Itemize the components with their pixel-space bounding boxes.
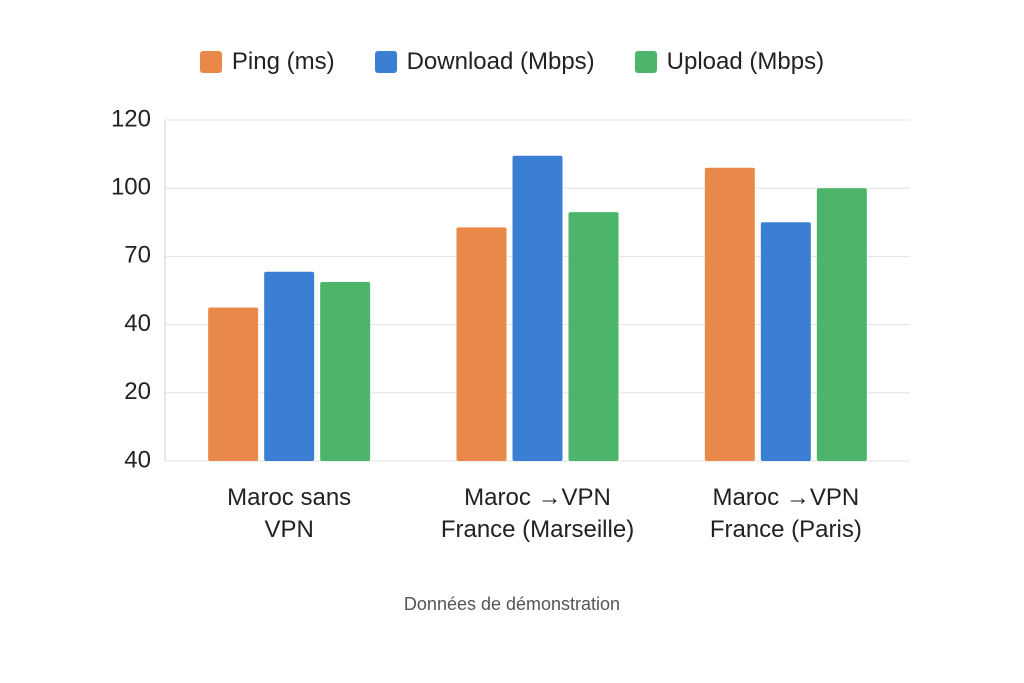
x-tick-label: Maroc →VPN France (Paris) [709,484,862,543]
x-tick-label: Maroc →VPN France (Marseille) [440,484,635,543]
bar [760,222,811,461]
y-tick-label: 20 [124,378,151,405]
bar [704,167,755,462]
legend-item: Upload (Mbps) [634,48,825,76]
x-tick-label: Maroc sans VPN [227,484,352,543]
legend-label: Ping (ms) [231,48,335,75]
bar [264,271,315,461]
bar [456,227,507,461]
y-tick-label: 70 [124,242,151,269]
bar [568,212,619,461]
y-tick-label: 100 [111,174,151,201]
legend: Ping (ms) Download (Mbps) Upload (Mbps) [0,48,1024,76]
legend-label: Upload (Mbps) [666,48,825,75]
y-tick-label: 120 [111,105,151,132]
y-tick-label: 40 [124,446,151,473]
y-tick-label: 40 [124,310,151,337]
annotation: Données de démonstration [403,594,621,614]
legend-swatch [199,51,222,73]
bar [512,155,563,461]
bar [208,307,259,461]
legend-item: Ping (ms) [199,48,335,76]
legend-label: Download (Mbps) [406,48,595,75]
bar [816,188,867,461]
legend-swatch [374,51,397,73]
bar [320,281,371,461]
legend-swatch [634,51,657,73]
legend-item: Download (Mbps) [374,48,595,76]
